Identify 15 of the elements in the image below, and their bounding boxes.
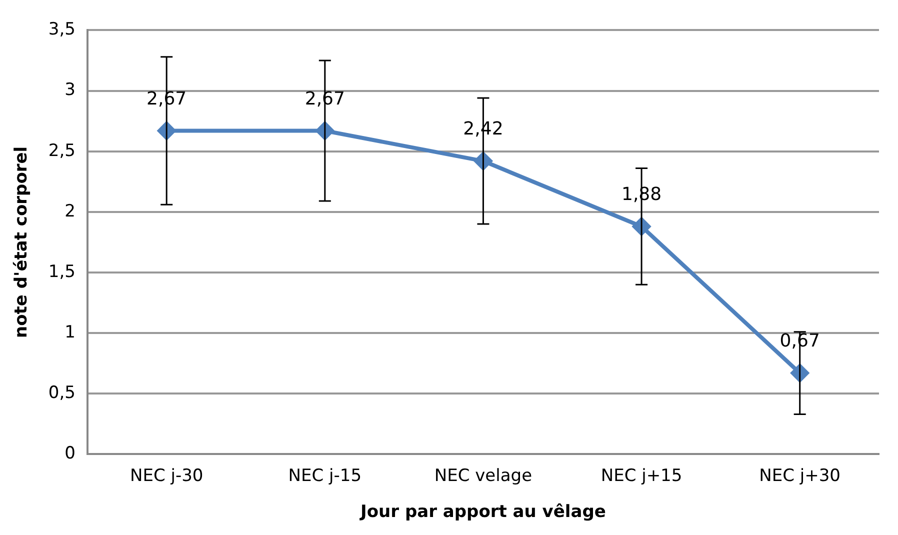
- x-tick-label: NEC velage: [434, 466, 532, 486]
- x-axis-title: Jour par apport au vêlage: [360, 502, 606, 522]
- x-tick-label: NEC j-15: [288, 466, 362, 486]
- y-tick-label: 2,5: [48, 140, 76, 161]
- y-tick-label: 3: [64, 80, 76, 100]
- y-tick-label: 2: [64, 201, 76, 222]
- y-axis-title: note d'état corporel: [12, 146, 32, 338]
- y-tick-label: 0,5: [48, 383, 76, 404]
- x-tick-label: NEC j-30: [130, 466, 204, 486]
- y-tick-label: 3,5: [48, 20, 76, 40]
- x-tick-label: NEC j+15: [600, 466, 682, 486]
- y-tick-label: 0: [64, 444, 76, 464]
- x-tick-label: NEC j+30: [759, 466, 841, 486]
- y-tick-label: 1,5: [48, 262, 76, 282]
- y-tick-label: 1: [64, 322, 76, 342]
